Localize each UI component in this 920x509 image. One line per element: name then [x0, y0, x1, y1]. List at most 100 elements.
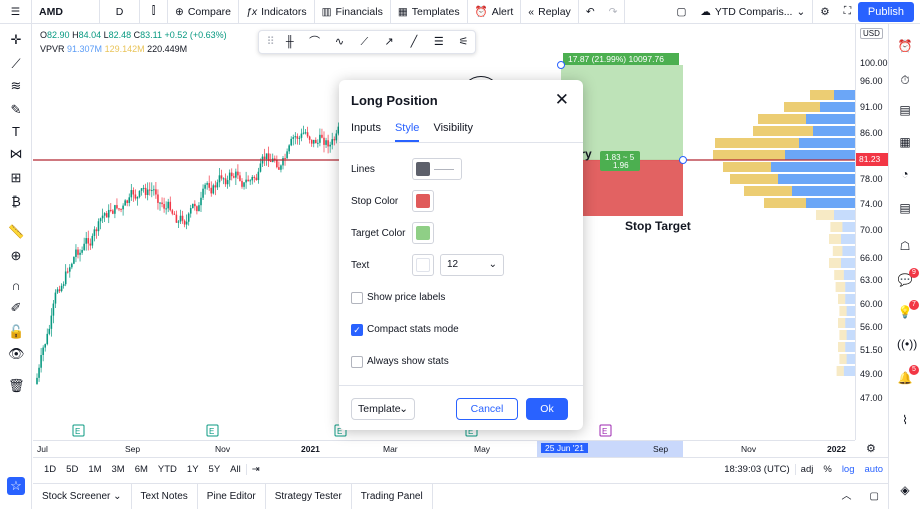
- clock-time[interactable]: 18:39:03 (UTC): [724, 464, 790, 475]
- settings-button[interactable]: ⚙: [813, 0, 836, 24]
- tab-text-notes[interactable]: Text Notes: [132, 483, 198, 509]
- lock-icon[interactable]: 🔓: [8, 324, 25, 339]
- adj-toggle[interactable]: adj: [794, 464, 819, 475]
- range-button-5y[interactable]: 5Y: [208, 464, 221, 475]
- close-icon[interactable]: ✕: [554, 90, 569, 109]
- axis-settings-icon[interactable]: ⚙: [866, 443, 876, 455]
- show-price-labels-checkbox[interactable]: [351, 292, 363, 304]
- chat-icon[interactable]: ☖: [899, 239, 911, 253]
- arc-icon[interactable]: ⌒: [309, 36, 321, 48]
- percent-toggle[interactable]: %: [823, 464, 832, 475]
- currency-select[interactable]: USD: [860, 28, 883, 39]
- star-icon[interactable]: ☆: [7, 477, 25, 495]
- always-show-stats-checkbox[interactable]: [351, 356, 363, 368]
- range-button-1m[interactable]: 1M: [88, 464, 102, 475]
- tab-visibility[interactable]: Visibility: [433, 122, 473, 134]
- trend-line-icon[interactable]: ⟋: [11, 56, 21, 71]
- template-button[interactable]: Template ⌄: [351, 398, 415, 420]
- text-color-picker[interactable]: [412, 254, 434, 276]
- ray-icon[interactable]: ↗: [384, 36, 394, 48]
- bitcoin-icon[interactable]: ₿: [11, 194, 21, 209]
- compact-stats-checkbox[interactable]: ✓: [351, 324, 363, 336]
- collapse-panel-icon[interactable]: ︿: [841, 490, 852, 502]
- tab-trading-panel[interactable]: Trading Panel: [352, 483, 433, 509]
- redo-button[interactable]: ↷: [602, 0, 626, 24]
- magnet-icon[interactable]: ∩: [11, 278, 21, 293]
- pattern-wave-icon[interactable]: ⌇: [902, 413, 908, 427]
- range-button-all[interactable]: All: [230, 464, 241, 475]
- watchlist-icon[interactable]: ⏰: [897, 39, 913, 53]
- fullscreen-button[interactable]: ⛶: [837, 0, 858, 24]
- brush-icon[interactable]: ✎: [10, 102, 22, 117]
- layout-name-button[interactable]: ☁ YTD Comparis... ⌄: [693, 0, 814, 24]
- prediction-icon[interactable]: ⊞: [10, 170, 22, 185]
- notifications-icon[interactable]: 🔔: [897, 371, 913, 385]
- target-handle[interactable]: [557, 61, 565, 69]
- indicators-button[interactable]: ƒx Indicators: [239, 0, 315, 24]
- layers-icon[interactable]: ◈: [900, 483, 910, 497]
- line-icon[interactable]: ╱: [410, 36, 418, 48]
- layout-select[interactable]: ▢: [669, 0, 693, 24]
- zoom-icon[interactable]: ⊕: [10, 248, 22, 263]
- tab-stock-screener[interactable]: Stock Screener ⌄: [33, 483, 132, 509]
- stay-drawing-icon[interactable]: ✐: [10, 300, 22, 315]
- auto-toggle[interactable]: auto: [864, 464, 884, 475]
- streams-icon[interactable]: 💡: [897, 305, 913, 319]
- range-button-3m[interactable]: 3M: [111, 464, 125, 475]
- target-color-picker[interactable]: [412, 222, 434, 244]
- text-icon[interactable]: T: [12, 124, 20, 139]
- hotlist-icon[interactable]: ▤: [899, 201, 911, 215]
- settings-sliders-icon[interactable]: ⚟: [458, 36, 469, 48]
- crosshair-icon[interactable]: ✛: [10, 32, 22, 47]
- range-button-ytd[interactable]: YTD: [157, 464, 177, 475]
- text-size-select[interactable]: 12 ⌄: [440, 254, 504, 276]
- range-button-6m[interactable]: 6M: [134, 464, 148, 475]
- ruler-icon[interactable]: 📏: [8, 224, 25, 239]
- cancel-button[interactable]: Cancel: [456, 398, 518, 420]
- replay-button[interactable]: « Replay: [521, 0, 579, 24]
- fib-icon[interactable]: ≋: [10, 78, 22, 93]
- news-icon[interactable]: ▤: [899, 103, 911, 117]
- compare-button[interactable]: ⊕ Compare: [168, 0, 239, 24]
- date-range-icon[interactable]: ⇥: [245, 464, 265, 475]
- alerts-icon[interactable]: ⏱: [900, 73, 910, 87]
- range-button-5d[interactable]: 5D: [66, 464, 79, 475]
- tab-inputs[interactable]: Inputs: [351, 122, 381, 134]
- tab-pine-editor[interactable]: Pine Editor: [198, 483, 266, 509]
- eye-icon[interactable]: 👁: [8, 346, 25, 361]
- ok-button[interactable]: Ok: [526, 398, 568, 420]
- data-window-icon[interactable]: ◔: [901, 167, 909, 181]
- bars-pattern-icon[interactable]: ╫: [285, 36, 294, 48]
- broadcast-icon[interactable]: ((•)): [897, 337, 918, 351]
- sliders-icon[interactable]: ☰: [433, 36, 444, 48]
- lines-style-picker[interactable]: [412, 158, 462, 180]
- range-button-1y[interactable]: 1Y: [186, 464, 199, 475]
- calendar-icon[interactable]: ▦: [899, 135, 911, 149]
- vpvr-bar-down: [843, 366, 855, 376]
- maximize-panel-icon[interactable]: ▢: [869, 490, 879, 502]
- drag-handle-icon[interactable]: ⠿: [266, 36, 275, 48]
- interval-button[interactable]: D: [100, 0, 140, 24]
- tab-style[interactable]: Style: [394, 122, 420, 142]
- undo-button[interactable]: ↶: [579, 0, 602, 24]
- entry-handle[interactable]: [679, 156, 687, 164]
- log-toggle[interactable]: log: [841, 464, 855, 475]
- vpvr-legend[interactable]: VPVR 91.307M 129.142M 220.449M: [40, 44, 187, 54]
- curve-icon[interactable]: ∿: [334, 36, 345, 48]
- financials-button[interactable]: ▥ Financials: [315, 0, 391, 24]
- publish-button[interactable]: Publish: [857, 2, 914, 22]
- time-axis[interactable]: Jul Sep Nov 2021 Mar May 25 Jun '21 Sep Nov 2022: [33, 440, 855, 457]
- stop-color-picker[interactable]: [412, 190, 434, 212]
- trash-icon[interactable]: 🗑: [8, 378, 25, 393]
- chart-type-button[interactable]: ⫿: [140, 0, 168, 24]
- templates-button[interactable]: ▦ Templates: [391, 0, 468, 24]
- alert-button[interactable]: ⏰ Alert: [468, 0, 522, 24]
- symbol-search[interactable]: AMD: [32, 0, 100, 24]
- price-axis[interactable]: USD 100.00 96.00 91.00 86.00 78.00 74.00 70.00…: [855, 24, 889, 440]
- range-button-1d[interactable]: 1D: [44, 464, 57, 475]
- pattern-icon[interactable]: ⋈: [9, 146, 23, 161]
- path-icon[interactable]: ⟋: [360, 36, 369, 48]
- ideas-icon[interactable]: 💬: [897, 273, 913, 287]
- tab-strategy-tester[interactable]: Strategy Tester: [266, 483, 352, 509]
- menu-button[interactable]: ☰: [0, 0, 32, 24]
